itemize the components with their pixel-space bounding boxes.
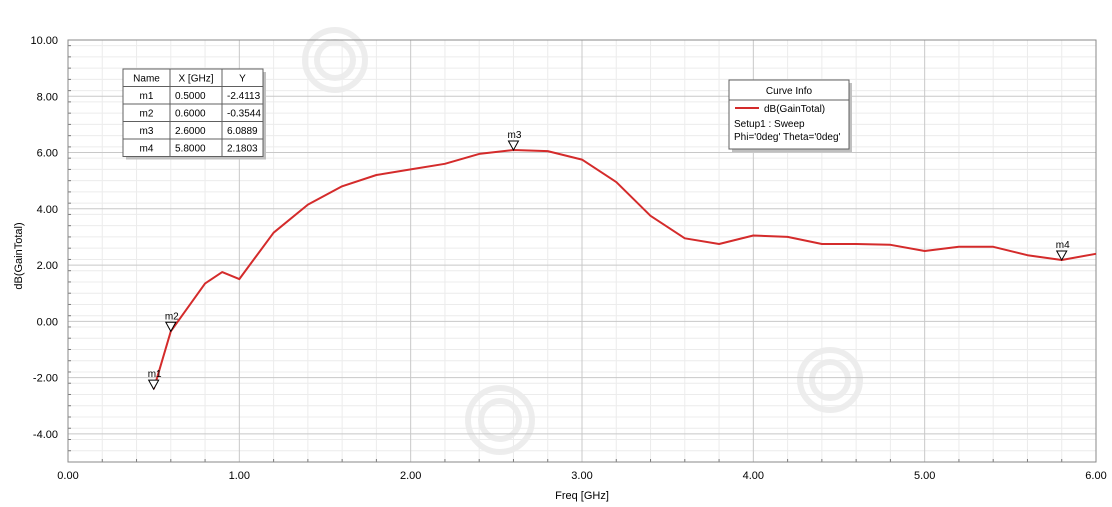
y-axis-label: dB(GainTotal) [13,222,25,289]
marker-m2-triangle[interactable] [164,321,177,333]
legend-panel [728,79,850,150]
x-tick-label: 5.00 [914,470,935,482]
marker-table-cell: 0.6000 [175,109,206,120]
marker-m1-triangle[interactable] [147,379,160,391]
marker-table-panel [122,68,264,157]
watermark [302,27,863,455]
y-tick-label: 2.00 [37,260,58,272]
marker-table-cell: 2.6000 [175,126,206,137]
marker-table-cell: m1 [140,91,154,102]
x-tick-label: 2.00 [400,470,421,482]
major-grid [67,39,1097,462]
y-tick-label: 4.00 [37,204,58,216]
x-tick-label: 4.00 [743,470,764,482]
marker-table-cell: m2 [140,109,154,120]
y-tick-label: -4.00 [33,429,58,441]
marker-table-cell: -2.4113 [227,91,261,102]
marker-table-cell: 6.0889 [227,126,258,137]
marker-table-header-cell: Name [133,74,160,85]
y-tick-labels: 10.00 8.00 6.00 4.00 2.00 0.00 -2.00 -4.00 [30,35,58,441]
y-tick-label: 8.00 [37,91,58,103]
y-tick-label: 0.00 [37,316,58,328]
marker-table-cell: 5.8000 [175,144,206,155]
marker-m3-triangle[interactable] [507,140,520,152]
marker-table-cell: 2.1803 [227,144,258,155]
marker-m4-triangle[interactable] [1055,250,1068,262]
x-tick-label: 3.00 [571,470,592,482]
marker-m3-label: m3 [508,130,522,141]
marker-m4-label: m4 [1056,240,1070,251]
y-tick-label: 6.00 [37,148,58,160]
legend-angle-text: Phi='0deg' Theta='0deg' [734,132,841,143]
marker-table-cell: m4 [140,144,154,155]
marker-layer: m1 m2 m3 m4 [147,130,1070,391]
legend-box[interactable]: Curve Info dB(GainTotal) Setup1 : Sweep … [728,79,852,152]
x-tick-labels: 0.00 1.00 2.00 3.00 4.00 5.00 6.00 [57,470,1106,482]
marker-table[interactable]: Name X [GHz] Ym1 0.5000 -2.4113 m2 0.6000 -0.35… [122,68,266,160]
legend-title: Curve Info [766,86,813,97]
x-tick-label: 0.00 [57,470,78,482]
x-tick-label: 1.00 [229,470,250,482]
series-line-gain-total[interactable] [152,149,1097,390]
marker-m1-label: m1 [148,369,162,380]
marker-m2-label: m2 [165,311,179,322]
marker-table-cell: m3 [140,126,154,137]
y-tick-label: -2.00 [33,373,58,385]
x-tick-label: 6.00 [1085,470,1106,482]
marker-table-cell: 0.5000 [175,91,206,102]
plot-border [67,39,1097,463]
y-tick-label: 10.00 [30,35,58,47]
marker-table-header-cell: X [GHz] [178,74,213,85]
marker-table-header-cell: Y [239,74,246,85]
x-axis-label: Freq [GHz] [555,490,609,502]
legend-entry-label: dB(GainTotal) [764,104,825,115]
series-layer [152,149,1097,390]
legend-setup-text: Setup1 : Sweep [734,119,805,130]
marker-table-cell: -0.3544 [227,109,261,120]
